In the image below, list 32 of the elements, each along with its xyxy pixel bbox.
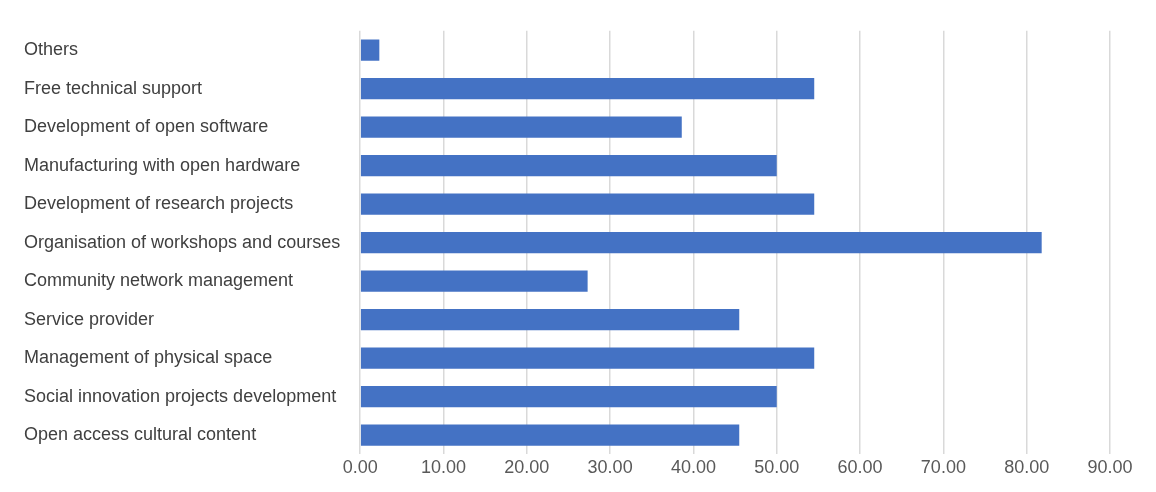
- x-tick-label: 80.00: [1004, 457, 1050, 478]
- y-tick-label: Others: [24, 39, 79, 60]
- bar: [360, 309, 740, 331]
- y-tick-label: Development of research projects: [24, 193, 294, 214]
- y-tick-label: Free technical support: [24, 77, 203, 98]
- x-tick-label: 40.00: [670, 457, 716, 478]
- x-tick-label: 20.00: [504, 457, 550, 478]
- bar: [360, 154, 777, 177]
- bar: [360, 232, 1042, 254]
- x-tick-label: 50.00: [754, 457, 800, 478]
- y-tick-label: Community network management: [24, 270, 294, 291]
- bar: [360, 116, 682, 138]
- bar: [360, 347, 815, 369]
- bar: [360, 193, 815, 215]
- bar: [360, 77, 815, 100]
- bar: [360, 386, 777, 408]
- y-tick-label: Service provider: [24, 308, 155, 329]
- bar: [360, 39, 380, 61]
- x-tick-label: 60.00: [837, 457, 883, 478]
- bar: [360, 424, 740, 446]
- x-tick-label: 10.00: [420, 457, 467, 478]
- y-tick-label: Organisation of workshops and courses: [24, 231, 341, 252]
- x-tick-label: 70.00: [920, 457, 966, 478]
- x-tick-label: 90.00: [1087, 457, 1133, 478]
- y-tick-label: Manufacturing with open hardware: [24, 154, 301, 175]
- bar: [360, 270, 588, 292]
- x-tick-label: 30.00: [587, 457, 633, 478]
- y-tick-label: Management of physical space: [24, 347, 273, 368]
- y-tick-label: Open access cultural content: [24, 424, 257, 445]
- x-tick-label: 0.00: [342, 457, 378, 478]
- y-tick-label: Social innovation projects development: [24, 385, 337, 406]
- y-tick-label: Development of open software: [24, 116, 269, 137]
